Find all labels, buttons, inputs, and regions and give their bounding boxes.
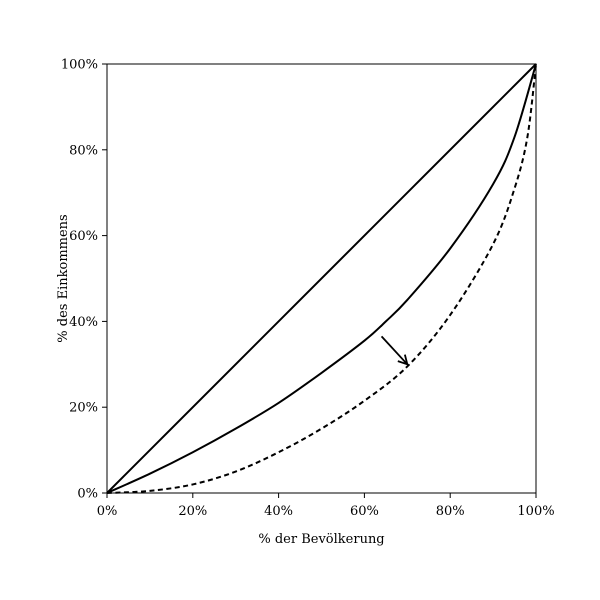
x-tick-label: 100%: [517, 504, 554, 519]
annotation-layer: [380, 335, 409, 366]
y-tick-label: 0%: [77, 487, 98, 502]
plot-frame: [106, 63, 537, 494]
x-tick-label: 20%: [178, 504, 207, 519]
x-axis-title: % der Bevölkerung: [258, 532, 384, 547]
y-tick-label: 60%: [69, 229, 98, 244]
y-tick-label: 80%: [69, 143, 98, 158]
y-axis-ticks: 0% 20% 40% 60% 80% 100%: [61, 58, 107, 502]
arrow-head: [397, 354, 409, 366]
y-tick-label: 20%: [69, 401, 98, 416]
series-line-3: [106, 63, 537, 494]
series-line-1: [106, 63, 537, 494]
arrow-shaft: [380, 335, 408, 365]
y-tick-label: 40%: [69, 315, 98, 330]
x-tick-label: 60%: [350, 504, 379, 519]
y-axis-title: % des Einkommens: [56, 214, 71, 342]
series-line-2: [106, 63, 537, 494]
x-tick-label: 40%: [264, 504, 293, 519]
x-axis-ticks: 0% 20% 40% 60% 80% 100%: [97, 493, 555, 519]
series-layer: [106, 63, 537, 494]
x-tick-label: 0%: [97, 504, 118, 519]
y-tick-label: 100%: [61, 58, 98, 73]
x-tick-label: 80%: [436, 504, 465, 519]
